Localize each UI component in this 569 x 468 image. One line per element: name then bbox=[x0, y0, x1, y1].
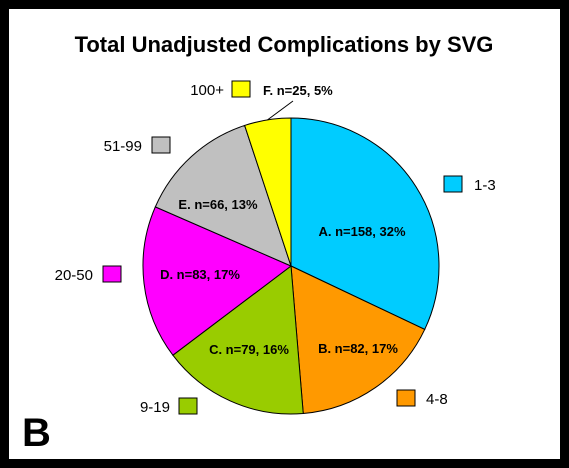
slice-label-f: F. n=25, 5% bbox=[263, 83, 333, 98]
pie-slice-f bbox=[244, 117, 292, 267]
legend-swatch-a bbox=[443, 175, 463, 193]
pie-slice-a bbox=[290, 117, 440, 331]
slice-label-e: E. n=66, 13% bbox=[178, 197, 258, 212]
legend-label-c: 9-19 bbox=[140, 399, 170, 416]
pie-slice-d bbox=[142, 206, 292, 356]
legend-label-e: 51-99 bbox=[104, 138, 142, 155]
legend-swatch-b bbox=[396, 389, 416, 407]
legend-label-d: 20-50 bbox=[55, 267, 93, 284]
legend-swatch-c bbox=[178, 397, 198, 415]
slice-label-a: A. n=158, 32% bbox=[318, 224, 406, 239]
pie-slice-c bbox=[172, 265, 304, 415]
legend-swatch-e bbox=[151, 136, 171, 154]
legend-swatch-f bbox=[231, 80, 251, 98]
pie-slice-e bbox=[154, 124, 292, 267]
slice-label-d: D. n=83, 17% bbox=[160, 267, 240, 282]
legend-swatch-d bbox=[102, 265, 122, 283]
pie-slice-b bbox=[290, 265, 426, 415]
chart-title: Total Unadjusted Complications by SVG bbox=[75, 32, 494, 57]
legend-label-f: 100+ bbox=[190, 82, 224, 99]
panel-label: B bbox=[22, 411, 51, 455]
legend-label-a: 1-3 bbox=[474, 177, 496, 194]
slice-label-b: B. n=82, 17% bbox=[318, 341, 398, 356]
slice-label-c: C. n=79, 16% bbox=[209, 342, 289, 357]
leader-line-f bbox=[267, 100, 294, 121]
legend-label-b: 4-8 bbox=[426, 391, 448, 408]
